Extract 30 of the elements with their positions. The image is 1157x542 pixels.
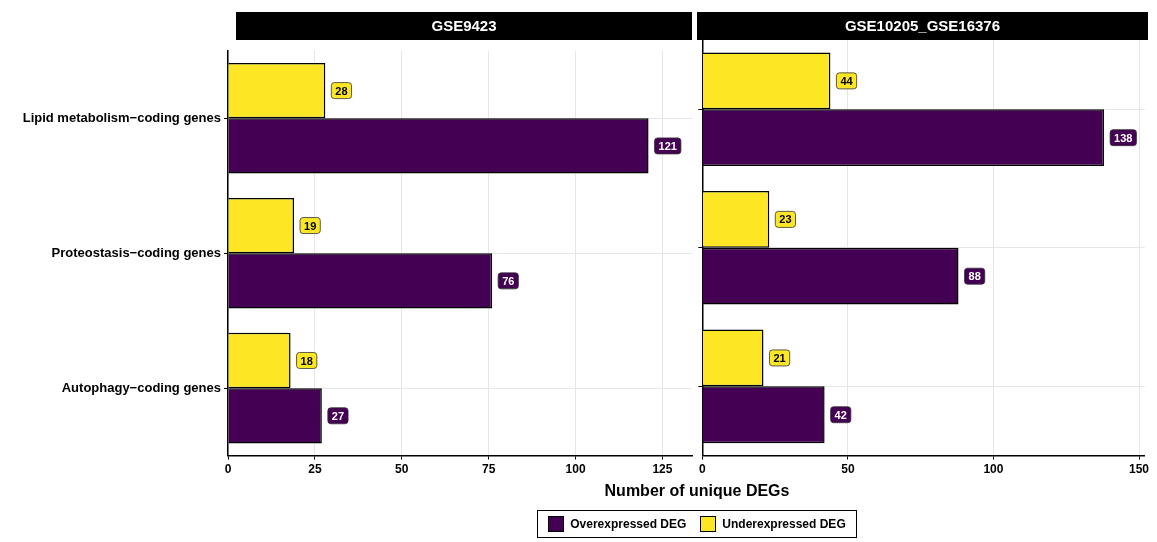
legend-label: Underexpressed DEG (722, 517, 846, 531)
x-tick-label: 50 (395, 462, 409, 477)
data-label: 21 (773, 351, 786, 364)
x-tick-label: 125 (652, 462, 673, 477)
data-label: 18 (300, 354, 313, 367)
x-tick-label: 50 (841, 462, 855, 477)
x-tick-label: 25 (308, 462, 322, 477)
legend-label: Overexpressed DEG (570, 517, 687, 531)
y-tick-label: Proteostasis−coding genes (51, 244, 221, 260)
data-label: 19 (304, 219, 317, 232)
data-label: 138 (1114, 131, 1133, 144)
x-tick-label: 0 (698, 462, 706, 477)
data-label: 76 (502, 274, 515, 287)
x-tick-label: 75 (481, 462, 496, 477)
chart-title: GSE10205_GSE16376 (697, 12, 1148, 40)
x-tick-label: 100 (983, 462, 1004, 477)
data-label: 27 (331, 409, 345, 422)
x-tick-label: 100 (565, 462, 586, 477)
y-tick-label: Autophagy−coding genes (61, 379, 221, 395)
x-tick-label: 0 (224, 462, 232, 477)
data-label: 121 (658, 139, 677, 152)
chart-title: GSE9423 (236, 12, 692, 40)
data-label: 28 (335, 84, 348, 97)
y-tick-label: Lipid metabolism−coding genes (22, 109, 221, 125)
data-label: 23 (779, 213, 792, 226)
data-label: 88 (968, 270, 981, 283)
data-label: 42 (834, 408, 847, 421)
x-axis-title: Number of unique DEGs (603, 482, 791, 500)
data-label: 44 (840, 74, 854, 87)
x-tick-label: 150 (1129, 462, 1150, 477)
